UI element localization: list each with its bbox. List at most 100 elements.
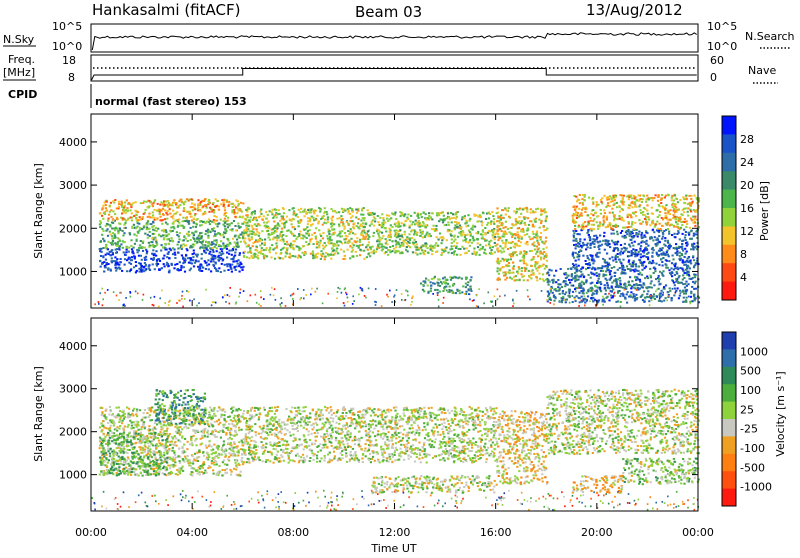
heatmap-cell (102, 304, 104, 306)
heatmap-cell (276, 247, 278, 249)
heatmap-cell (531, 250, 533, 252)
heatmap-cell (280, 297, 282, 299)
heatmap-cell (145, 256, 147, 258)
heatmap-cell (613, 280, 615, 282)
colorbar-tick-label: 8 (740, 248, 747, 261)
freq-tick-bottom: 8 (68, 71, 75, 84)
heatmap-cell (464, 215, 466, 217)
heatmap-cell (535, 261, 537, 263)
heatmap-cell (621, 218, 623, 220)
heatmap-cell (291, 223, 293, 225)
heatmap-cell (656, 289, 658, 291)
heatmap-cell (537, 255, 539, 257)
heatmap-cell (167, 200, 169, 202)
heatmap-cell (555, 281, 557, 283)
heatmap-cell (437, 292, 439, 294)
heatmap-cell (467, 284, 469, 286)
heatmap-cell (195, 254, 197, 256)
heatmap-cell (624, 283, 626, 285)
heatmap-cell (188, 234, 190, 236)
heatmap-cell (549, 302, 551, 304)
heatmap-cell (281, 222, 283, 224)
heatmap-cell (676, 198, 678, 200)
heatmap-cell (475, 254, 477, 256)
heatmap-cell (647, 290, 649, 292)
heatmap-cell (578, 305, 580, 307)
heatmap-cell (685, 195, 687, 197)
y-tick-label: 4000 (59, 136, 87, 149)
heatmap-cell (224, 222, 226, 224)
heatmap-cell (338, 225, 340, 227)
heatmap-cell (616, 231, 618, 233)
heatmap-cell (258, 232, 260, 234)
heatmap-cell (124, 202, 126, 204)
heatmap-cell (464, 223, 466, 225)
heatmap-cell (126, 270, 128, 272)
heatmap-cell (142, 299, 144, 301)
heatmap-cell (130, 269, 132, 271)
heatmap-cell (500, 260, 502, 262)
heatmap-cell (327, 293, 329, 295)
heatmap-cell (161, 244, 163, 246)
heatmap-cell (624, 227, 626, 229)
heatmap-cell (599, 252, 601, 254)
heatmap-cell (461, 278, 463, 280)
heatmap-cell (131, 219, 133, 221)
heatmap-cell (683, 297, 685, 299)
heatmap-cell (285, 305, 287, 307)
heatmap-cell (640, 284, 642, 286)
heatmap-cell (575, 252, 577, 254)
heatmap-cell (347, 208, 349, 210)
heatmap-cell (574, 225, 576, 227)
heatmap-cell (662, 265, 664, 267)
heatmap-cell (655, 290, 657, 292)
heatmap-cell (144, 262, 146, 264)
heatmap-cell (404, 213, 406, 215)
heatmap-cell (686, 297, 688, 299)
heatmap-cell (226, 248, 228, 250)
heatmap-cell (645, 221, 647, 223)
heatmap-cell (662, 247, 664, 249)
heatmap-cell (375, 288, 377, 290)
heatmap-cell (667, 246, 669, 248)
heatmap-cell (132, 202, 134, 204)
heatmap-cell (665, 215, 667, 217)
heatmap-cell (557, 279, 559, 281)
heatmap-cell (312, 253, 314, 255)
heatmap-cell (121, 270, 123, 272)
heatmap-cell (596, 252, 598, 254)
heatmap-cell (529, 220, 531, 222)
heatmap-cell (228, 205, 230, 207)
heatmap-cell (606, 282, 608, 284)
heatmap-cell (400, 215, 402, 217)
heatmap-cell (496, 244, 498, 246)
heatmap-cell (680, 292, 682, 294)
heatmap-cell (610, 290, 612, 292)
heatmap-cell (677, 230, 679, 232)
heatmap-cell (191, 216, 193, 218)
heatmap-cell (385, 231, 387, 233)
heatmap-cell (591, 224, 593, 226)
heatmap-cell (137, 211, 139, 213)
heatmap-cell (276, 235, 278, 237)
heatmap-cell (292, 247, 294, 249)
heatmap-cell (159, 213, 161, 215)
heatmap-cell (362, 238, 364, 240)
heatmap-cell (530, 259, 532, 261)
heatmap-cell (314, 232, 316, 234)
heatmap-cell (243, 229, 245, 231)
heatmap-cell (389, 239, 391, 241)
heatmap-cell (270, 294, 272, 296)
heatmap-cell (352, 226, 354, 228)
heatmap-cell (234, 216, 236, 218)
heatmap-cell (419, 229, 421, 231)
heatmap-cell (227, 294, 229, 296)
heatmap-cell (138, 223, 140, 225)
heatmap-cell (486, 224, 488, 226)
heatmap-cell (264, 255, 266, 257)
heatmap-cell (553, 275, 555, 277)
heatmap-cell (497, 230, 499, 232)
heatmap-cell (216, 216, 218, 218)
heatmap-cell (685, 253, 687, 255)
heatmap-cell (660, 292, 662, 294)
